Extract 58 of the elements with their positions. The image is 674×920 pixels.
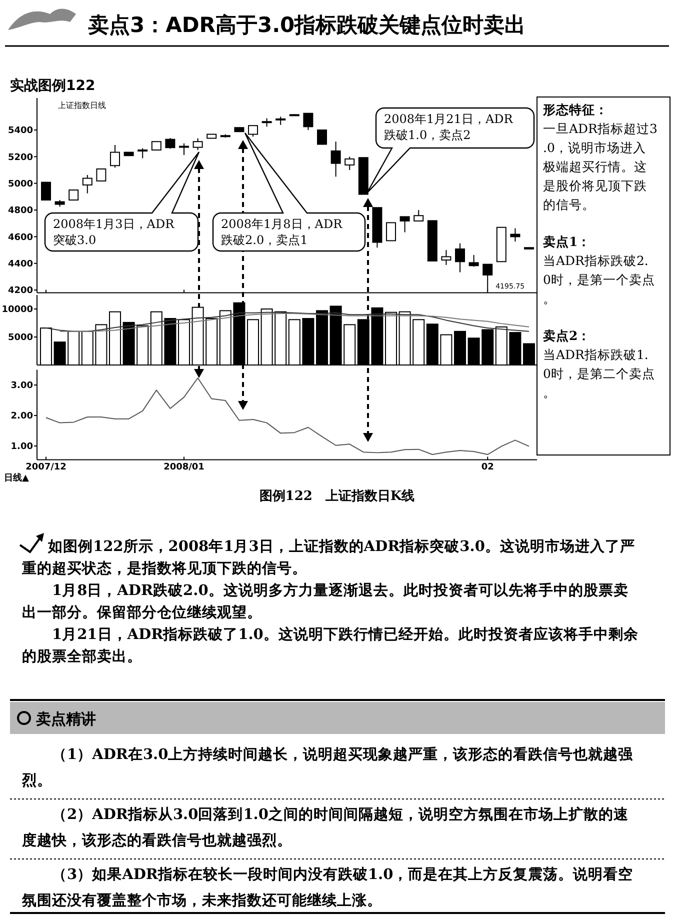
y-tick-label: 4800 bbox=[8, 206, 33, 216]
y-tick-label: 4400 bbox=[8, 260, 33, 270]
candlestick bbox=[138, 148, 148, 159]
text: 1月21日，ADR指标跌破了1.0。这说明下跌行情已经开始。此时投资者应该将手中剩余的股票全部卖出。 bbox=[22, 625, 640, 665]
y-tick-label: 5000 bbox=[8, 333, 33, 344]
text: 1月8日，ADR跌破2.0。这说明多方力量逐渐退去。此时投资者可以先将手中的股票卖出一部分。保留部分仓位继续观望。 bbox=[22, 581, 628, 621]
x-axis-title: 日线▲ bbox=[4, 472, 29, 484]
text: 形态特征： bbox=[542, 102, 608, 117]
y-tick-label: 5400 bbox=[8, 126, 33, 136]
x-tick-label: 2008/01 bbox=[164, 462, 204, 473]
y-tick-label: 5200 bbox=[8, 152, 33, 163]
candlestick bbox=[192, 138, 203, 151]
text: （2）ADR指标从3.0回落到1.0之间的时间间隔越短，说明空方氛围在市场上扩散的速度越快，该形态的看跌信号也就越强烈。 bbox=[21, 805, 630, 849]
candlestick bbox=[441, 250, 452, 266]
y-tick-label: 5000 bbox=[8, 180, 33, 190]
candlestick bbox=[455, 242, 465, 273]
y-tick-label: 3.00 bbox=[10, 381, 33, 392]
x-tick-label: 2007/12 bbox=[26, 462, 66, 473]
candlestick bbox=[68, 190, 79, 201]
text: （3）如果ADR指标在较长一段时间内没有跌破1.0，而是在其上方反复震荡。说明看空氛围还没有覆盖整个市场，未来指数还可能继续上涨。 bbox=[21, 865, 634, 909]
candlestick bbox=[165, 138, 176, 150]
chart-title: 卖点3：ADR高于3.0指标跌破关键点位时卖出 bbox=[88, 13, 526, 37]
y-tick-label: 4600 bbox=[8, 232, 33, 243]
y-tick-label: 4200 bbox=[8, 286, 33, 296]
x-tick-label: 02 bbox=[481, 462, 494, 473]
text: 图例122 上证指数日K线 bbox=[259, 489, 415, 504]
annotation: 2008年1月3日，ADR突破3.0 bbox=[53, 217, 176, 247]
candlestick bbox=[179, 142, 189, 156]
y-tick-label: 10000 bbox=[2, 305, 33, 316]
candlestick bbox=[468, 254, 479, 268]
text: 当ADR指标跌破2.0时，是第一个卖点。 bbox=[543, 253, 655, 306]
text: 一旦ADR指标超过3.0，说明市场进入极端超买行情。这是股价将见顶下跌的信号。 bbox=[542, 121, 658, 212]
text: 卖点2： bbox=[543, 328, 591, 343]
candlestick bbox=[386, 222, 396, 242]
y-tick-label: 2.00 bbox=[10, 412, 33, 422]
annotation: 2008年1月8日，ADR跌破2.0，卖点1 bbox=[221, 217, 344, 247]
candlestick bbox=[110, 144, 120, 168]
candlestick bbox=[510, 228, 520, 242]
y-tick-label: 1.00 bbox=[10, 442, 33, 452]
annotation: 上证指数日线 bbox=[58, 101, 106, 110]
candlestick bbox=[317, 130, 327, 146]
candlestick bbox=[303, 112, 314, 131]
candlestick bbox=[82, 174, 92, 194]
candlestick bbox=[330, 141, 341, 178]
candlestick bbox=[400, 216, 410, 233]
annotation: 2008年1月21日，ADR跌破1.0，卖点2 bbox=[384, 112, 514, 142]
candlestick bbox=[414, 210, 424, 222]
text: 卖点1： bbox=[543, 234, 591, 249]
candlestick bbox=[482, 264, 493, 292]
text: 卖点精讲 bbox=[36, 710, 96, 728]
text: （1）ADR在3.0上方持续时间越长，说明超买现象越严重，该形态的看跌信号也就越强烈。 bbox=[21, 745, 634, 789]
candlestick bbox=[96, 168, 106, 182]
text: 如图例122所示，2008年1月3日，上证指数的ADR指标突破3.0。这说明市场进入了严重的超买状态，是指数将见顶下跌的信号。 bbox=[21, 537, 635, 577]
candlestick bbox=[41, 182, 51, 201]
candlestick bbox=[344, 156, 355, 171]
candlestick bbox=[248, 125, 258, 138]
text: 当ADR指标跌破1.0时，是第二个卖点。 bbox=[543, 347, 655, 400]
chart-subtitle: 实战图例122 bbox=[10, 77, 96, 94]
